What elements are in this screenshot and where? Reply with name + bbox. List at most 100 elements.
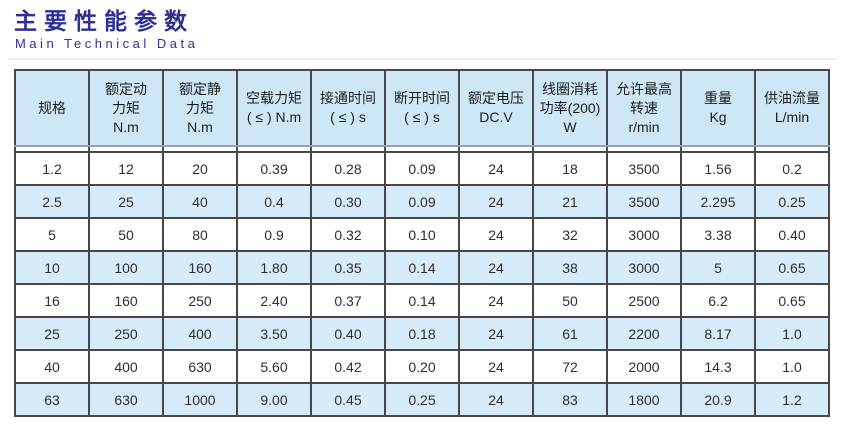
cell-r1-c8: 3500 <box>606 185 681 220</box>
table-row-6: 40 400 630 5.60 0.42 0.20 24 72 2000 14.3 1.0 <box>15 350 829 385</box>
cell-r7-c2: 1000 <box>162 383 237 418</box>
cell-r2-c3: 0.9 <box>236 218 311 253</box>
cell-r2-c2: 80 <box>162 218 237 253</box>
cell-r5-c0: 25 <box>15 317 89 352</box>
cell-r4-c10: 0.65 <box>754 284 829 319</box>
column-header-4: 接通时间 ( ≤ ) s <box>310 70 385 148</box>
table-row-2: 5 50 80 0.9 0.32 0.10 24 32 3000 3.38 0.40 <box>15 218 829 253</box>
gap-cell <box>458 146 533 154</box>
cell-r6-c7: 72 <box>532 350 607 385</box>
gap-cell <box>384 146 459 154</box>
cell-r3-c1: 100 <box>88 251 163 286</box>
cell-r7-c10: 1.2 <box>754 383 829 418</box>
column-header-0: 规格 <box>15 70 89 148</box>
cell-r2-c8: 3000 <box>606 218 681 253</box>
column-header-1: 额定动 力矩 N.m <box>88 70 163 148</box>
cell-r6-c8: 2000 <box>606 350 681 385</box>
gap-cell <box>236 146 311 154</box>
table-row-3: 10 100 160 1.80 0.35 0.14 24 38 3000 5 0.65 <box>15 251 829 286</box>
cell-r5-c3: 3.50 <box>236 317 311 352</box>
cell-r0-c3: 0.39 <box>236 152 311 187</box>
cell-r3-c6: 24 <box>458 251 533 286</box>
column-header-2: 额定静 力矩 N.m <box>162 70 237 148</box>
cell-r2-c6: 24 <box>458 218 533 253</box>
gap-cell <box>606 146 681 154</box>
cell-r3-c2: 160 <box>162 251 237 286</box>
cell-r5-c2: 400 <box>162 317 237 352</box>
spec-table-head: 规格 额定动 力矩 N.m 额定静 力矩 N.m 空载力矩 ( ≤ ) N.m 接通时间… <box>15 70 829 154</box>
table-row-0: 1.2 12 20 0.39 0.28 0.09 24 18 3500 1.56 0.2 <box>15 152 829 187</box>
cell-r6-c3: 5.60 <box>236 350 311 385</box>
cell-r4-c5: 0.14 <box>384 284 459 319</box>
cell-r0-c7: 18 <box>532 152 607 187</box>
gap-cell <box>310 146 385 154</box>
header-gap-row <box>15 146 829 154</box>
cell-r4-c8: 2500 <box>606 284 681 319</box>
cell-r1-c0: 2.5 <box>15 185 89 220</box>
cell-r6-c1: 400 <box>88 350 163 385</box>
cell-r2-c0: 5 <box>15 218 89 253</box>
spec-table-body: 1.2 12 20 0.39 0.28 0.09 24 18 3500 1.56 0.2 2.5 25 4… <box>15 152 829 418</box>
page: 主要性能参数 Main Technical Data 规格 额定动 力矩 N.m 额… <box>0 8 842 437</box>
cell-r7-c7: 83 <box>532 383 607 418</box>
cell-r6-c0: 40 <box>15 350 89 385</box>
cell-r4-c3: 2.40 <box>236 284 311 319</box>
cell-r6-c5: 0.20 <box>384 350 459 385</box>
cell-r5-c7: 61 <box>532 317 607 352</box>
cell-r4-c6: 24 <box>458 284 533 319</box>
column-header-5: 断开时间 ( ≤ ) s <box>384 70 459 148</box>
cell-r1-c10: 0.25 <box>754 185 829 220</box>
cell-r4-c7: 50 <box>532 284 607 319</box>
page-title: 主要性能参数 <box>14 8 194 34</box>
page-subtitle: Main Technical Data <box>15 36 199 52</box>
cell-r3-c8: 3000 <box>606 251 681 286</box>
cell-r4-c2: 250 <box>162 284 237 319</box>
cell-r6-c4: 0.42 <box>310 350 385 385</box>
divider-line <box>8 58 836 61</box>
cell-r1-c5: 0.09 <box>384 185 459 220</box>
cell-r3-c0: 10 <box>15 251 89 286</box>
cell-r0-c10: 0.2 <box>754 152 829 187</box>
gap-cell <box>680 146 755 154</box>
cell-r1-c9: 2.295 <box>680 185 755 220</box>
table-row-5: 25 250 400 3.50 0.40 0.18 24 61 2200 8.17 1.0 <box>15 317 829 352</box>
column-header-10: 供油流量 L/min <box>754 70 829 148</box>
spec-table: 规格 额定动 力矩 N.m 额定静 力矩 N.m 空载力矩 ( ≤ ) N.m 接通时间… <box>14 69 830 418</box>
cell-r1-c1: 25 <box>88 185 163 220</box>
cell-r1-c3: 0.4 <box>236 185 311 220</box>
cell-r4-c4: 0.37 <box>310 284 385 319</box>
cell-r1-c2: 40 <box>162 185 237 220</box>
cell-r7-c9: 20.9 <box>680 383 755 418</box>
cell-r5-c5: 0.18 <box>384 317 459 352</box>
cell-r5-c4: 0.40 <box>310 317 385 352</box>
cell-r3-c7: 38 <box>532 251 607 286</box>
cell-r6-c9: 14.3 <box>680 350 755 385</box>
cell-r3-c10: 0.65 <box>754 251 829 286</box>
gap-cell <box>15 146 89 154</box>
column-header-8: 允许最高 转速 r/min <box>606 70 681 148</box>
cell-r2-c10: 0.40 <box>754 218 829 253</box>
column-header-7: 线圈消耗 功率(200) W <box>532 70 607 148</box>
cell-r6-c2: 630 <box>162 350 237 385</box>
cell-r3-c5: 0.14 <box>384 251 459 286</box>
cell-r0-c0: 1.2 <box>15 152 89 187</box>
cell-r0-c1: 12 <box>88 152 163 187</box>
cell-r7-c6: 24 <box>458 383 533 418</box>
header-row: 规格 额定动 力矩 N.m 额定静 力矩 N.m 空载力矩 ( ≤ ) N.m 接通时间… <box>15 70 829 148</box>
cell-r5-c6: 24 <box>458 317 533 352</box>
table-row-7: 63 630 1000 9.00 0.45 0.25 24 83 1800 20.9 1.2 <box>15 383 829 418</box>
cell-r7-c1: 630 <box>88 383 163 418</box>
cell-r5-c1: 250 <box>88 317 163 352</box>
cell-r4-c0: 16 <box>15 284 89 319</box>
column-header-9: 重量 Kg <box>680 70 755 148</box>
cell-r0-c8: 3500 <box>606 152 681 187</box>
cell-r7-c5: 0.25 <box>384 383 459 418</box>
gap-cell <box>532 146 607 154</box>
gap-cell <box>88 146 163 154</box>
cell-r4-c9: 6.2 <box>680 284 755 319</box>
cell-r4-c1: 160 <box>88 284 163 319</box>
cell-r5-c8: 2200 <box>606 317 681 352</box>
cell-r6-c10: 1.0 <box>754 350 829 385</box>
cell-r2-c5: 0.10 <box>384 218 459 253</box>
cell-r3-c9: 5 <box>680 251 755 286</box>
